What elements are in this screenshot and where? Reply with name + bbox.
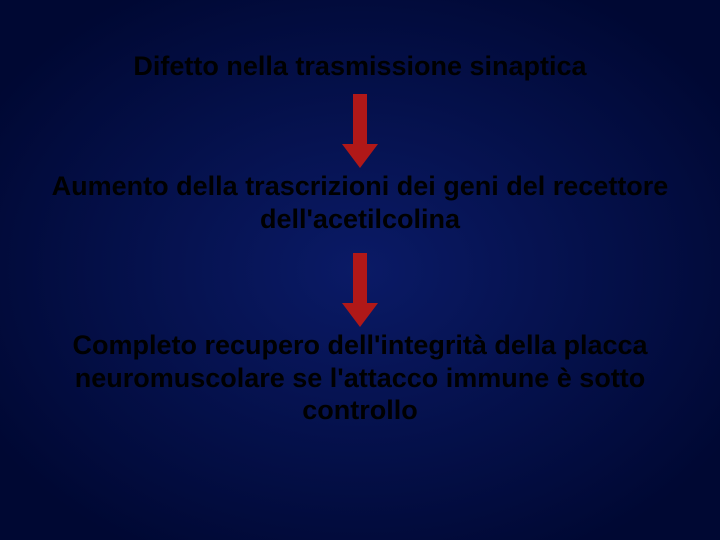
arrow-2-shaft (353, 253, 367, 303)
arrow-1-shaft (353, 94, 367, 144)
step-3: Completo recupero dell'integrità della p… (20, 329, 700, 426)
step-2-text: Aumento della trascrizioni dei geni del … (52, 171, 669, 233)
step-2: Aumento della trascrizioni dei geni del … (20, 170, 700, 235)
slide-container: Difetto nella trasmissione sinaptica Aum… (0, 0, 720, 540)
step-1-text: Difetto nella trasmissione sinaptica (133, 51, 586, 81)
arrow-2-head (342, 303, 378, 327)
step-3-text: Completo recupero dell'integrità della p… (72, 330, 647, 425)
step-1: Difetto nella trasmissione sinaptica (133, 50, 586, 82)
arrow-1-head (342, 144, 378, 168)
arrow-1 (342, 94, 378, 168)
arrow-2 (342, 253, 378, 327)
